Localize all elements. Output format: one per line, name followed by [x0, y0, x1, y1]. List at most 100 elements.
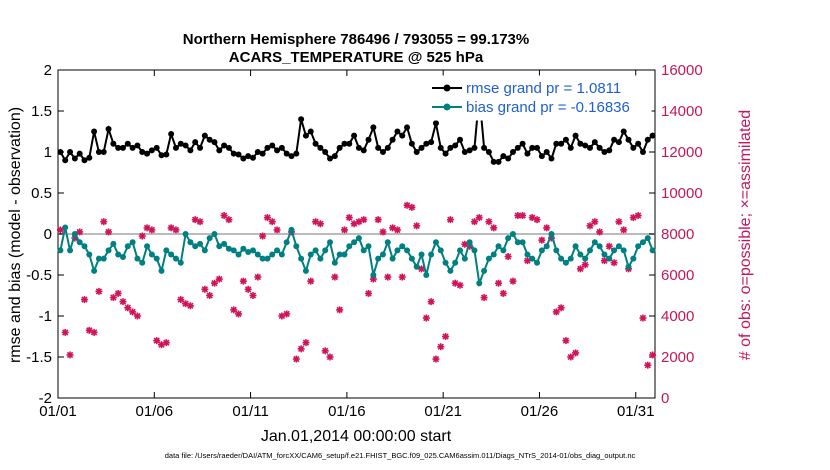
rmse-point — [197, 144, 204, 151]
obs-count-marker — [586, 222, 594, 230]
rmse-point — [302, 132, 309, 139]
obs-count-marker — [523, 257, 531, 265]
bias-point — [572, 243, 579, 250]
bias-point — [452, 259, 459, 266]
bias-point — [221, 240, 228, 247]
bias-point — [379, 251, 386, 258]
obs-count-marker — [254, 273, 262, 281]
bias-point — [611, 247, 618, 254]
obs-count-marker — [495, 279, 503, 287]
obs-count-marker — [576, 265, 584, 273]
obs-count-marker — [124, 304, 132, 312]
bias-point — [95, 255, 102, 262]
bias-point — [562, 259, 569, 266]
rmse-point — [538, 153, 545, 160]
rmse-point — [466, 147, 473, 154]
bias-point — [153, 255, 160, 262]
bias-point — [587, 247, 594, 254]
bias-point — [100, 255, 107, 262]
y-axis-left-label: rmse and bias (model - observation) — [7, 107, 24, 363]
obs-count-marker — [162, 339, 170, 347]
obs-count-marker — [432, 355, 440, 363]
obs-count-marker — [393, 226, 401, 234]
x-axis-label: Jan.01,2014 00:00:00 start — [261, 428, 452, 445]
rmse-point — [428, 139, 435, 146]
x-tick-label: 01/11 — [232, 403, 268, 420]
rmse-point — [95, 149, 102, 155]
x-tick-label: 01/31 — [617, 403, 655, 420]
obs-count-marker — [596, 228, 604, 236]
x-tick-label: 01/26 — [521, 403, 559, 420]
rmse-point — [379, 149, 386, 155]
obs-count-marker — [220, 212, 228, 220]
obs-count-marker — [620, 226, 628, 234]
rmse-point — [611, 136, 618, 143]
obs-count-marker — [379, 228, 387, 236]
rmse-point — [534, 144, 541, 151]
bias-point — [211, 231, 218, 237]
obs-count-marker — [509, 277, 517, 285]
obs-count-marker — [610, 259, 618, 267]
bias-point — [216, 243, 223, 250]
rmse-point — [447, 144, 454, 151]
rmse-point — [249, 154, 256, 161]
obs-count-marker — [119, 298, 127, 306]
bias-point — [543, 243, 550, 250]
bias-point — [249, 247, 256, 254]
y-left-tick-label: 1 — [44, 144, 52, 161]
obs-count-marker — [206, 292, 214, 299]
bias-point — [139, 259, 146, 266]
obs-count-marker — [239, 277, 247, 285]
rmse-point — [500, 153, 507, 160]
obs-count-marker — [307, 277, 315, 285]
bias-point — [163, 247, 170, 254]
obs-count-marker — [186, 302, 194, 310]
rmse-point — [577, 140, 584, 147]
bias-point — [158, 267, 165, 274]
rmse-point — [115, 144, 122, 151]
obs-count-marker — [56, 226, 64, 234]
rmse-point — [639, 149, 646, 155]
obs-count-marker — [365, 289, 373, 297]
rmse-point — [298, 116, 305, 123]
rmse-point — [327, 155, 334, 162]
rmse-point — [404, 124, 411, 131]
rmse-point — [153, 144, 160, 151]
bias-point — [67, 247, 74, 254]
rmse-line — [59, 94, 654, 163]
obs-count-marker — [201, 285, 209, 293]
rmse-point — [408, 140, 415, 147]
y-right-tick-label: 10000 — [661, 185, 703, 202]
legend: rmse grand pr = 1.0811 bias grand pr = -… — [426, 75, 652, 121]
bias-point — [466, 239, 473, 246]
obs-count-marker — [533, 216, 541, 224]
rmse-point — [442, 150, 449, 157]
obs-count-marker — [649, 351, 657, 359]
obs-count-marker — [133, 312, 141, 320]
bias-point — [144, 243, 151, 250]
rmse-point — [635, 140, 642, 147]
bias-point — [423, 272, 430, 278]
rmse-point — [360, 147, 367, 154]
obs-count-marker — [244, 285, 252, 293]
rmse-point — [336, 144, 343, 151]
rmse-point — [148, 147, 155, 154]
obs-count-marker — [591, 218, 599, 226]
rmse-point — [172, 144, 179, 151]
obs-count-marker — [316, 220, 324, 228]
obs-count-marker — [557, 304, 565, 312]
bias-point — [509, 231, 516, 237]
rmse-point — [384, 144, 391, 151]
bias-point — [336, 251, 343, 258]
obs-count-marker — [384, 273, 392, 281]
bias-point — [225, 245, 232, 252]
rmse-point — [615, 139, 622, 146]
y-right-tick-label: 6000 — [661, 267, 694, 284]
rmse-point — [81, 157, 88, 164]
obs-count-marker — [235, 310, 243, 318]
bias-point — [360, 247, 367, 254]
rmse-point — [355, 144, 362, 151]
bias-point — [442, 259, 449, 266]
rmse-point — [399, 132, 406, 139]
obs-count-marker — [504, 253, 512, 261]
